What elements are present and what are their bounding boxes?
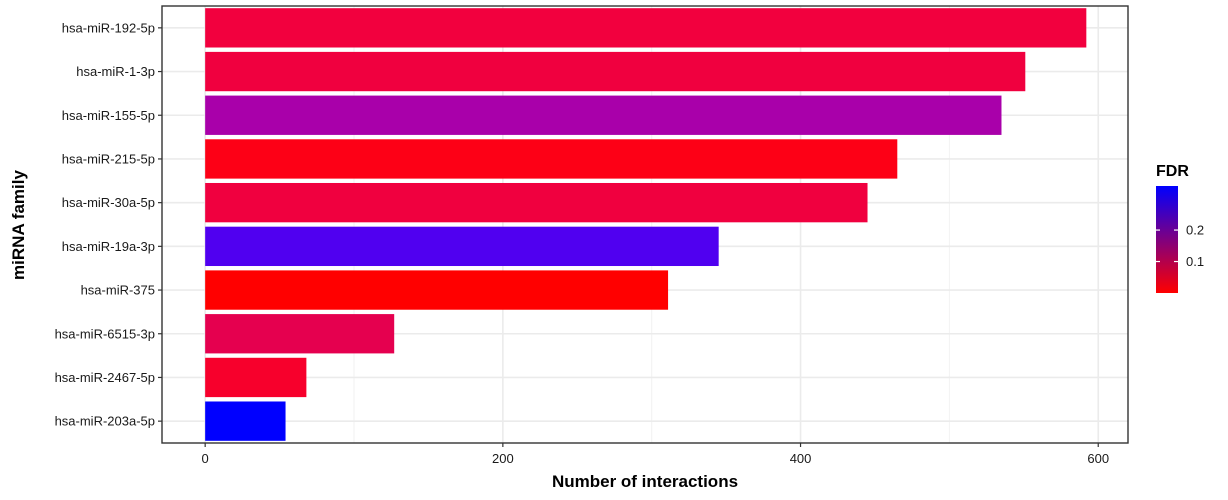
- bars: [205, 8, 1087, 441]
- x-tick-label: 600: [1087, 451, 1109, 466]
- bar-hsa-miR-1-3p: [205, 51, 1026, 92]
- y-axis: hsa-miR-192-5p hsa-miR-1-3p hsa-miR-155-5p…: [55, 20, 162, 429]
- y-tick-label: hsa-miR-203a-5p: [55, 414, 155, 429]
- fdr-legend: FDR 0.1 0.2: [1156, 163, 1204, 293]
- legend-title: FDR: [1156, 163, 1189, 180]
- y-tick-label: hsa-miR-215-5p: [62, 151, 155, 166]
- bar-hsa-miR-2467-5p: [205, 357, 307, 398]
- bar-hsa-miR-375: [205, 270, 669, 310]
- y-tick-label: hsa-miR-19a-3p: [62, 239, 155, 254]
- x-tick-label: 400: [790, 451, 812, 466]
- bar-hsa-miR-19a-3p: [205, 226, 719, 267]
- bar-hsa-miR-6515-3p: [205, 314, 395, 354]
- y-tick-label: hsa-miR-375: [81, 283, 155, 298]
- x-tick-label: 0: [202, 451, 209, 466]
- legend-colorbar: [1156, 186, 1178, 293]
- bar-hsa-miR-192-5p: [205, 8, 1087, 48]
- panel-border: [161, 5, 1129, 444]
- bar-hsa-miR-155-5p: [205, 95, 1002, 135]
- y-tick-label: hsa-miR-192-5p: [62, 20, 155, 35]
- bar-hsa-miR-215-5p: [205, 139, 898, 179]
- x-axis: 0 200 400 600: [202, 443, 1109, 466]
- y-tick-label: hsa-miR-1-3p: [76, 64, 155, 79]
- bar-hsa-miR-203a-5p: [205, 401, 286, 441]
- y-tick-label: hsa-miR-30a-5p: [62, 195, 155, 210]
- bar-hsa-miR-30a-5p: [205, 182, 868, 223]
- y-axis-title: miRNA family: [9, 170, 28, 280]
- legend-tick-label: 0.2: [1186, 223, 1204, 238]
- legend-tick-label: 0.1: [1186, 254, 1204, 269]
- x-tick-label: 200: [492, 451, 514, 466]
- y-tick-label: hsa-miR-6515-3p: [55, 326, 155, 341]
- x-axis-title: Number of interactions: [552, 472, 738, 491]
- y-tick-label: hsa-miR-155-5p: [62, 108, 155, 123]
- y-tick-label: hsa-miR-2467-5p: [55, 370, 155, 385]
